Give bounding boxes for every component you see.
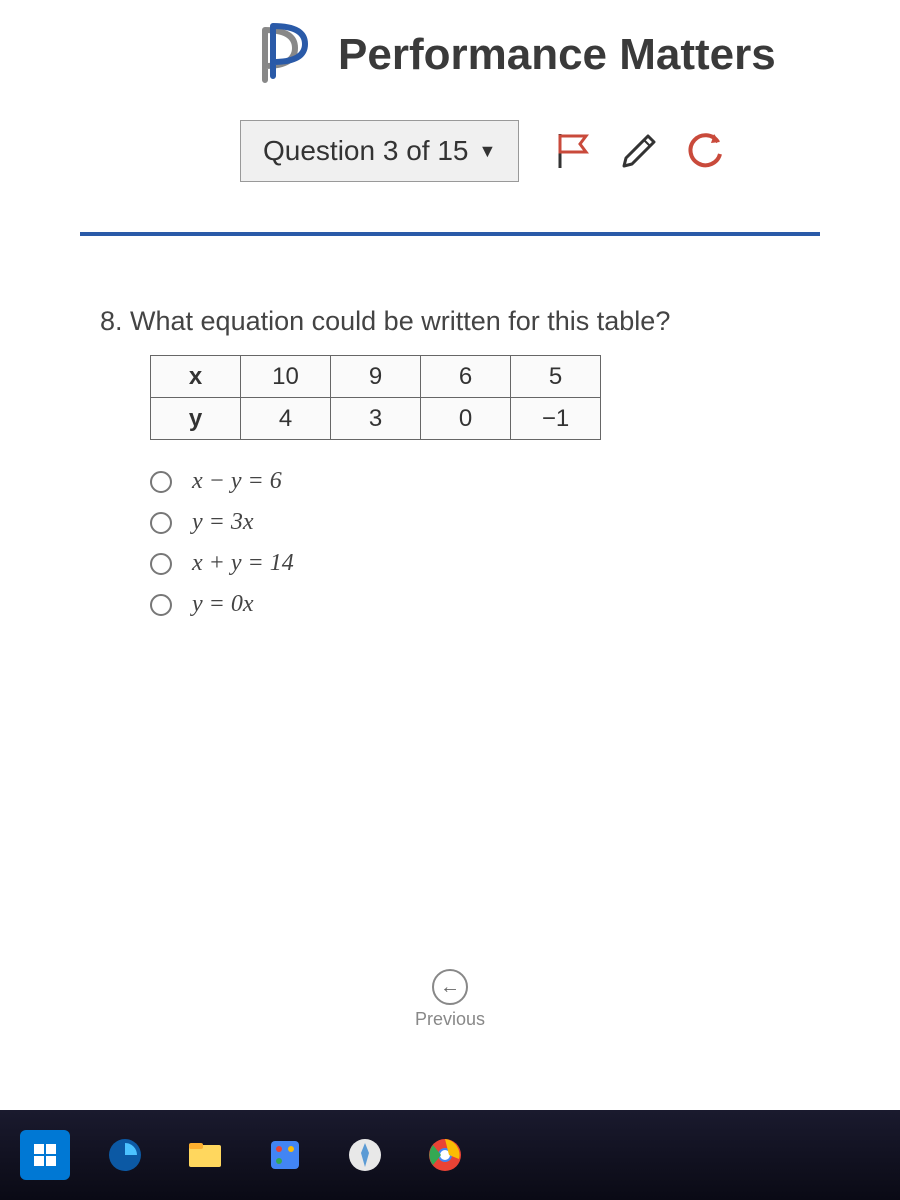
table-cell: y [151, 398, 241, 440]
taskbar-edge-icon[interactable] [100, 1130, 150, 1180]
table-row: x 10 9 6 5 [151, 356, 601, 398]
table-cell: 4 [241, 398, 331, 440]
app-title: Performance Matters [338, 30, 776, 80]
option-d[interactable]: y = 0x [150, 591, 820, 618]
option-c[interactable]: x + y = 14 [150, 550, 820, 577]
table-cell: 0 [421, 398, 511, 440]
previous-label: Previous [415, 1009, 485, 1030]
divider [80, 232, 820, 236]
arrow-left-icon: ← [440, 976, 460, 999]
taskbar [0, 1110, 900, 1200]
option-label: y = 3x [192, 509, 254, 536]
radio-icon [150, 553, 172, 575]
taskbar-app-icon[interactable] [260, 1130, 310, 1180]
app-logo-icon [250, 20, 320, 90]
data-table: x 10 9 6 5 y 4 3 0 −1 [150, 355, 601, 440]
answer-options: x − y = 6 y = 3x x + y = 14 y = 0x [150, 468, 820, 618]
toolbar-icons [549, 127, 729, 175]
chevron-down-icon: ▼ [478, 141, 496, 162]
toolbar: Question 3 of 15 ▼ [0, 120, 900, 202]
taskbar-start-icon[interactable] [20, 1130, 70, 1180]
option-label: y = 0x [192, 591, 254, 618]
radio-icon [150, 594, 172, 616]
header: Performance Matters [0, 0, 900, 120]
table-cell: 5 [511, 356, 601, 398]
app-window: Performance Matters Question 3 of 15 ▼ [0, 0, 900, 1200]
question-selector-dropdown[interactable]: Question 3 of 15 ▼ [240, 120, 519, 182]
taskbar-explorer-icon[interactable] [180, 1130, 230, 1180]
option-a[interactable]: x − y = 6 [150, 468, 820, 495]
option-b[interactable]: y = 3x [150, 509, 820, 536]
table-row: y 4 3 0 −1 [151, 398, 601, 440]
table-cell: 3 [331, 398, 421, 440]
question-content: 8. What equation could be written for th… [0, 246, 900, 652]
option-label: x − y = 6 [192, 468, 282, 495]
previous-button[interactable]: ← [432, 969, 468, 1005]
pencil-icon[interactable] [615, 127, 663, 175]
flag-icon[interactable] [549, 127, 597, 175]
reload-icon[interactable] [681, 127, 729, 175]
radio-icon [150, 512, 172, 534]
radio-icon [150, 471, 172, 493]
table-cell: x [151, 356, 241, 398]
option-label: x + y = 14 [192, 550, 294, 577]
table-cell: 10 [241, 356, 331, 398]
question-text: 8. What equation could be written for th… [100, 306, 820, 337]
table-cell: 9 [331, 356, 421, 398]
taskbar-app-icon[interactable] [340, 1130, 390, 1180]
question-selector-label: Question 3 of 15 [263, 135, 468, 167]
table-cell: −1 [511, 398, 601, 440]
table-cell: 6 [421, 356, 511, 398]
taskbar-chrome-icon[interactable] [420, 1130, 470, 1180]
footer-nav: ← Previous [0, 969, 900, 1030]
